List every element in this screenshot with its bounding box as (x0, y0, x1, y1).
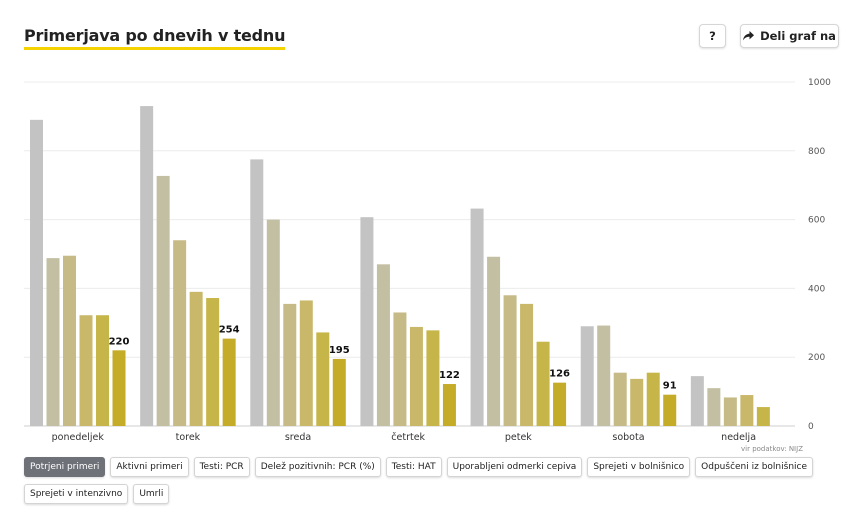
bar (409, 326, 423, 426)
filter-pill[interactable]: Sprejeti v bolnišnico (587, 457, 691, 477)
bar (376, 264, 390, 426)
filter-pill[interactable]: Odpuščeni iz bolnišnice (695, 457, 814, 477)
bar (740, 395, 754, 426)
bar (299, 300, 313, 426)
bar (597, 325, 611, 426)
bar (156, 175, 170, 426)
data-label: 122 (439, 370, 460, 381)
y-tick-label: 400 (808, 284, 825, 294)
filter-pill[interactable]: Umrli (133, 484, 170, 504)
bar (140, 106, 154, 426)
x-category-label: torek (176, 432, 201, 443)
y-tick-label: 0 (808, 422, 814, 432)
filter-pill[interactable]: Sprejeti v intenzivno (24, 484, 129, 504)
bar (470, 208, 484, 426)
filter-pill[interactable]: Potrjeni primeri (24, 457, 106, 477)
x-category-label: ponedeljek (52, 432, 105, 443)
data-label: 91 (663, 381, 677, 392)
share-label: Deli graf na (760, 29, 836, 43)
x-category-label: nedelja (721, 432, 756, 443)
bar (30, 119, 43, 426)
bar (630, 378, 644, 426)
metric-filter-bar: Potrjeni primeri Aktivni primeri Testi: PC… (24, 457, 814, 504)
bar (79, 315, 93, 426)
y-tick-label: 800 (808, 147, 825, 157)
x-category-label: četrtek (391, 432, 425, 443)
bar (46, 258, 60, 426)
filter-pill[interactable]: Aktivni primeri (110, 457, 189, 477)
x-category-label: sobota (612, 432, 644, 443)
bar (442, 384, 456, 426)
bar (723, 397, 737, 426)
data-label: 195 (329, 345, 350, 356)
bar (756, 407, 770, 426)
y-tick-label: 200 (808, 353, 825, 363)
x-category-label: sreda (285, 432, 311, 443)
filter-pill[interactable]: Uporabljeni odmerki cepiva (446, 457, 583, 477)
bar (690, 376, 704, 426)
bar (332, 358, 346, 426)
bar (536, 341, 550, 426)
data-label: 126 (549, 369, 570, 380)
bar (663, 394, 677, 426)
bar (613, 372, 627, 426)
bar (520, 303, 534, 426)
filter-pill[interactable]: Testi: HAT (385, 457, 442, 477)
bar (96, 315, 109, 426)
bar (646, 372, 660, 426)
bar-chart: 0 200 400 600 800 1000 220 ponedeljek 254 torek 19… (24, 78, 831, 443)
bar (487, 256, 501, 426)
bar (250, 159, 264, 426)
bar (503, 295, 517, 426)
bar (707, 388, 721, 426)
bar (580, 326, 594, 426)
bar (222, 338, 236, 426)
bar (393, 312, 407, 426)
data-label: 254 (219, 325, 240, 336)
bar (283, 303, 297, 426)
share-icon (743, 31, 755, 41)
chart-title: Primerjava po dnevih v tednu (24, 26, 286, 50)
bar (266, 219, 280, 426)
bar (553, 382, 567, 426)
y-tick-label: 600 (808, 216, 825, 226)
x-category-label: petek (505, 432, 532, 443)
bar (426, 330, 440, 426)
filter-pill[interactable]: Delež pozitivnih: PCR (%) (254, 457, 381, 477)
bar (360, 217, 374, 426)
bar (63, 255, 76, 426)
bar (206, 298, 220, 426)
help-button[interactable]: ? (699, 24, 726, 48)
bar (316, 332, 330, 426)
help-label: ? (709, 29, 716, 43)
bar (189, 291, 203, 426)
data-label: 220 (109, 336, 130, 347)
bar (173, 240, 187, 426)
share-button[interactable]: Deli graf na (740, 24, 839, 48)
data-source: vir podatkov: NIJZ (741, 445, 803, 453)
bar (112, 350, 126, 426)
y-tick-label: 1000 (808, 78, 831, 88)
filter-pill[interactable]: Testi: PCR (193, 457, 250, 477)
